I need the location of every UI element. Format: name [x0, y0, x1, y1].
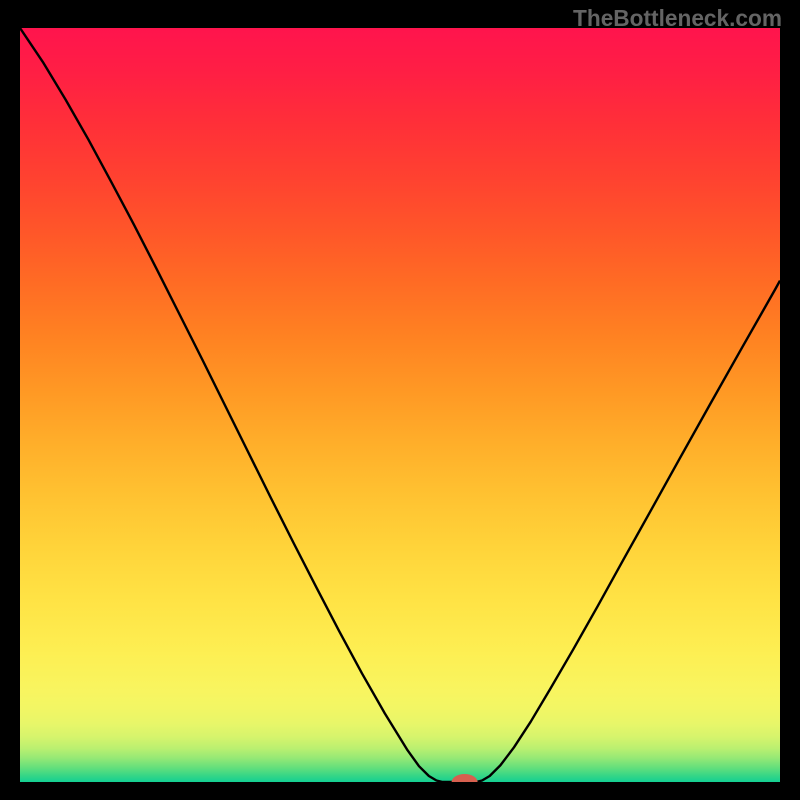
- bottleneck-chart: [20, 28, 780, 782]
- chart-background: [20, 28, 780, 782]
- chart-frame: TheBottleneck.com: [0, 0, 800, 800]
